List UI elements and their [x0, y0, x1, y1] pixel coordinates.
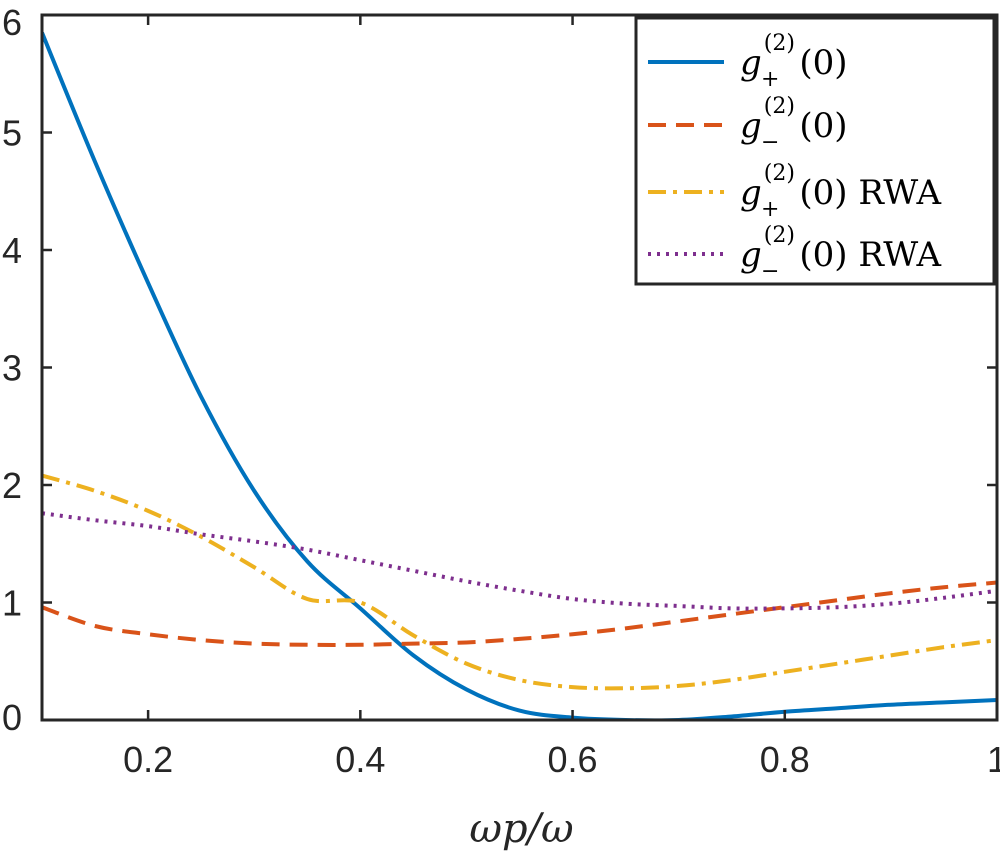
y-tick-label: 3	[2, 348, 22, 389]
y-tick-label: 0	[2, 697, 22, 738]
series-layer	[42, 31, 997, 720]
x-tick-label: 0.8	[760, 739, 810, 780]
legend-label-2: g(2) − (0)	[740, 94, 848, 155]
series-line-2	[42, 580, 997, 647]
y-tick-label: 4	[2, 230, 22, 271]
x-axis-label: ωp/ω	[469, 806, 573, 852]
x-tick-label: 1	[987, 739, 1000, 780]
legend-label-1: g(2) + (0)	[740, 31, 848, 92]
series-line-1	[42, 31, 997, 720]
x-tick-label: 0.2	[123, 739, 173, 780]
y-tick-label: 2	[2, 465, 22, 506]
legend-label-3: g(2) + (0) RWA	[740, 161, 941, 222]
y-tick-label: 6	[2, 2, 22, 43]
y-tick-label: 1	[2, 583, 22, 624]
x-tick-label: 0.6	[548, 739, 598, 780]
y-tick-label: 5	[2, 113, 22, 154]
series-line-3	[42, 473, 997, 691]
x-tick-label: 0.4	[335, 739, 385, 780]
legend-label-4: g(2) − (0) RWA	[740, 223, 941, 284]
series-line-4	[42, 511, 997, 611]
